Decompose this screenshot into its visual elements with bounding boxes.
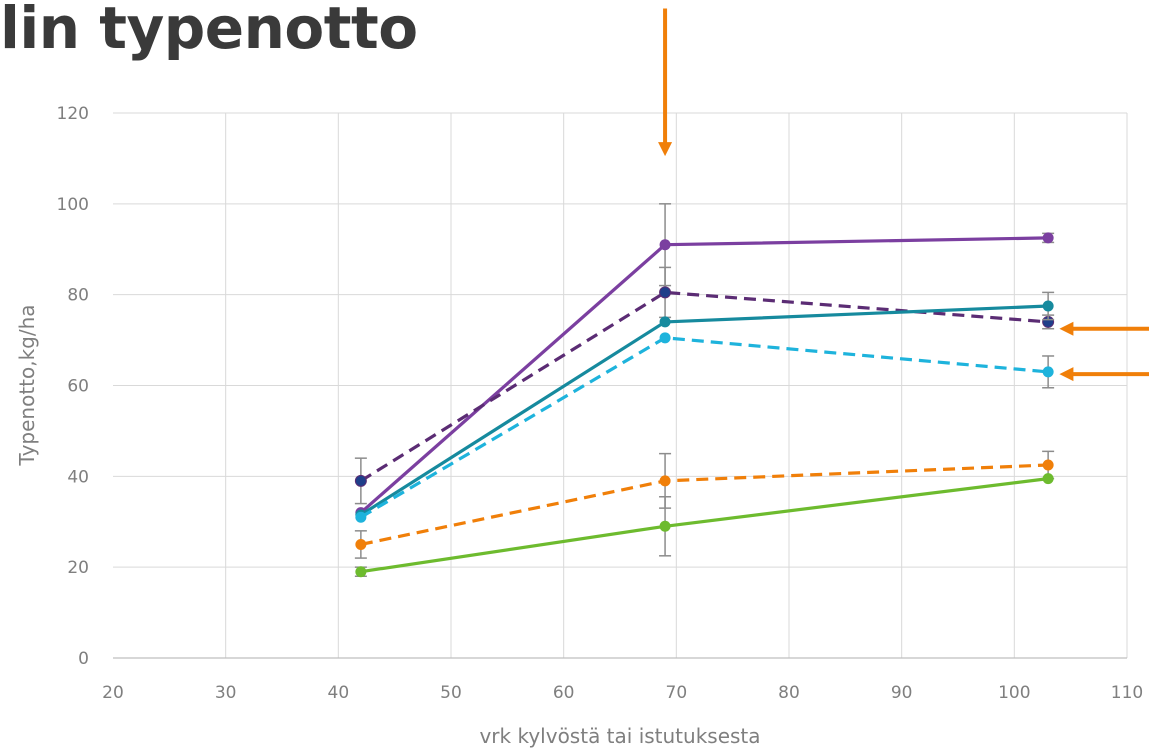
arrow-head — [658, 142, 673, 157]
y-axis-title: Typenotto,kg/ha — [15, 304, 39, 466]
gridlines — [113, 112, 1128, 658]
x-tick-label: 50 — [440, 683, 462, 703]
arrow-head — [1059, 321, 1074, 336]
data-point — [659, 316, 671, 328]
y-tick-label: 100 — [57, 195, 89, 215]
data-point — [659, 286, 672, 299]
data-point — [1042, 366, 1054, 378]
page-title: lin typenotto — [0, 0, 418, 62]
x-tick-label: 30 — [215, 683, 237, 703]
series-line — [360, 304, 1049, 517]
data-point — [355, 538, 367, 550]
y-tick-label: 40 — [67, 467, 89, 487]
arrow-head — [1059, 367, 1074, 382]
series-5 — [354, 450, 1055, 559]
data-point — [659, 520, 671, 532]
x-tick-label: 20 — [102, 683, 124, 703]
data-point — [1042, 459, 1054, 471]
data-point — [354, 474, 367, 487]
y-tick-label: 20 — [67, 558, 89, 578]
annotations — [658, 8, 1149, 382]
y-tick-label: 80 — [67, 286, 89, 306]
x-tick-label: 90 — [891, 683, 913, 703]
x-axis-title: vrk kylvöstä tai istutuksesta — [479, 724, 760, 748]
series-line — [359, 236, 1049, 514]
x-tick-label: 110 — [1111, 683, 1143, 703]
y-tick-label: 60 — [67, 377, 89, 397]
x-tick-label: 80 — [778, 683, 800, 703]
data-point — [1042, 473, 1054, 485]
x-tick-label: 70 — [666, 683, 688, 703]
series-3 — [355, 291, 1055, 521]
arrow-down-annotation — [658, 8, 673, 157]
x-tick-label: 100 — [998, 683, 1030, 703]
series-4 — [355, 332, 1055, 523]
data-point — [1042, 300, 1054, 312]
data-point — [1042, 232, 1054, 244]
series-1 — [355, 203, 1055, 519]
y-tick-label: 0 — [78, 649, 89, 669]
y-tick-label: 120 — [57, 104, 89, 124]
arrow-left-annotation — [1059, 367, 1149, 382]
x-tick-label: 60 — [553, 683, 575, 703]
axes: 20 30 40 50 60 70 80 90 100 110 0 20 40 60 80 100 120 — [57, 104, 1144, 703]
data-point — [659, 239, 671, 251]
arrow-left-annotation — [1059, 321, 1149, 336]
series-layer — [354, 203, 1055, 578]
data-point — [659, 475, 671, 487]
data-point — [355, 511, 367, 523]
series-line — [360, 477, 1049, 574]
series-line — [360, 463, 1049, 547]
series-6 — [354, 473, 1054, 578]
x-tick-label: 40 — [328, 683, 350, 703]
data-point — [355, 566, 367, 578]
data-point — [659, 332, 671, 344]
